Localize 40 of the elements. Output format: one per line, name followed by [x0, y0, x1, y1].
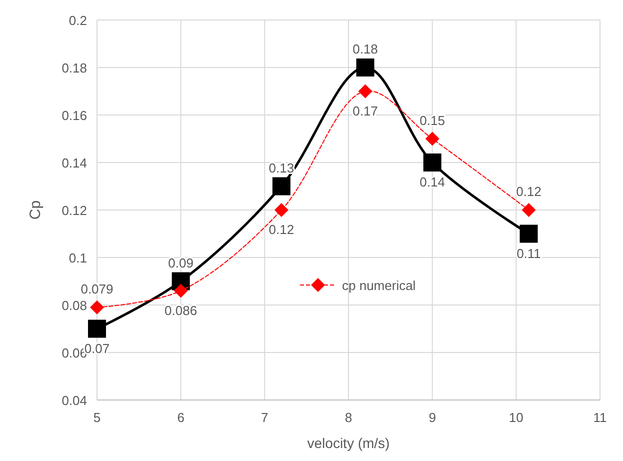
data-label: 0.09 — [168, 255, 194, 270]
point — [423, 154, 442, 172]
point — [358, 84, 372, 98]
point — [90, 300, 104, 314]
x-tick-label: 9 — [428, 410, 436, 425]
x-axis-title: velocity (m/s) — [307, 435, 390, 451]
x-tick-label: 5 — [93, 410, 101, 425]
y-tick-label: 0.16 — [62, 108, 87, 123]
point — [520, 224, 538, 243]
data-label: 0.086 — [164, 302, 198, 318]
x-tick-label: 10 — [508, 410, 524, 425]
data-label: 0.14 — [420, 174, 445, 190]
point — [174, 284, 188, 298]
point — [272, 177, 290, 196]
data-label: 0.13 — [268, 160, 294, 176]
data-label: 0.17 — [352, 103, 378, 118]
y-axis-title: Cp — [27, 200, 44, 220]
point — [274, 203, 288, 217]
y-tick-label: 0.18 — [62, 60, 87, 76]
point — [356, 58, 374, 76]
y-tick-label: 0.08 — [62, 298, 87, 313]
x-tick-label: 6 — [177, 410, 184, 425]
point — [522, 203, 536, 217]
data-label: 0.12 — [516, 184, 542, 199]
y-tick-label: 0.04 — [62, 393, 87, 408]
data-label: 0.079 — [80, 281, 114, 296]
data-label: 0.12 — [268, 222, 294, 237]
data-label: 0.11 — [516, 246, 541, 261]
y-tick-label: 0.1 — [68, 250, 87, 266]
data-label: 0.18 — [352, 42, 378, 56]
x-tick-label: 11 — [593, 410, 607, 425]
x-tick-label: 8 — [344, 410, 352, 425]
y-tick-label: 0.2 — [68, 13, 87, 28]
point — [425, 132, 440, 146]
point — [88, 320, 106, 338]
data-label: 0.15 — [420, 112, 445, 128]
y-tick-label: 0.12 — [62, 203, 87, 218]
legend-label: cp numerical — [342, 278, 416, 293]
y-tick-label: 0.14 — [62, 156, 87, 170]
x-tick-label: 7 — [261, 410, 268, 425]
